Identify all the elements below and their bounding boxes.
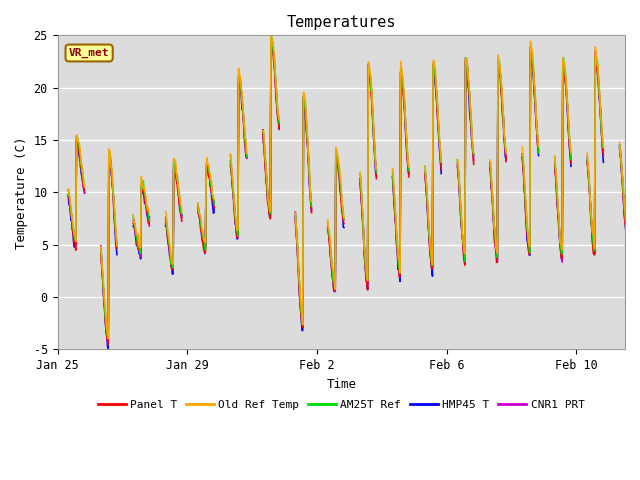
X-axis label: Time: Time bbox=[326, 378, 356, 391]
Y-axis label: Temperature (C): Temperature (C) bbox=[15, 136, 28, 249]
Title: Temperatures: Temperatures bbox=[287, 15, 396, 30]
Legend: Panel T, Old Ref Temp, AM25T Ref, HMP45 T, CNR1 PRT: Panel T, Old Ref Temp, AM25T Ref, HMP45 … bbox=[93, 396, 589, 415]
Text: VR_met: VR_met bbox=[69, 48, 109, 58]
